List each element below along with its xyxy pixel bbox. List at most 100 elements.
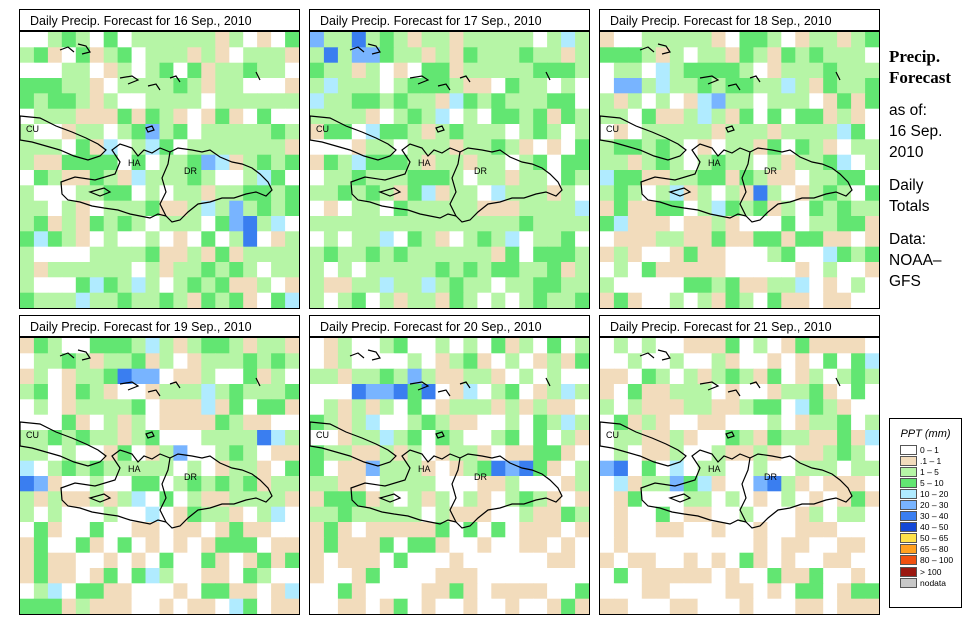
precip-cell bbox=[753, 262, 768, 278]
precip-cell bbox=[187, 338, 202, 354]
legend-item: 50 – 65 bbox=[900, 533, 961, 544]
precip-cell bbox=[271, 78, 286, 94]
legend-item: 65 – 80 bbox=[900, 544, 961, 555]
precip-cell bbox=[795, 445, 810, 462]
precip-cell bbox=[753, 445, 768, 462]
precip-cell bbox=[697, 491, 713, 508]
precip-cell bbox=[243, 62, 258, 79]
precip-cell bbox=[697, 154, 713, 171]
precip-cell bbox=[257, 139, 272, 156]
precip-cell bbox=[215, 200, 230, 217]
precip-cell bbox=[351, 476, 367, 492]
precip-cell bbox=[809, 522, 824, 538]
precip-cell bbox=[533, 414, 548, 431]
precip-cell bbox=[561, 460, 576, 477]
precip-cell bbox=[655, 216, 671, 232]
precip-cell bbox=[795, 78, 810, 94]
precip-cell bbox=[449, 506, 464, 523]
precip-cell bbox=[365, 47, 381, 64]
precip-cell bbox=[837, 598, 852, 614]
precip-cell bbox=[393, 139, 409, 156]
precip-cell bbox=[753, 124, 768, 140]
precip-cell bbox=[627, 368, 643, 385]
precip-cell bbox=[145, 124, 160, 140]
precip-cell bbox=[75, 108, 91, 125]
precip-cell bbox=[505, 430, 520, 446]
precip-cell bbox=[337, 32, 353, 48]
precip-cell bbox=[477, 414, 492, 431]
precip-cell bbox=[613, 399, 629, 416]
precip-cell bbox=[477, 445, 492, 462]
precip-cell bbox=[145, 368, 160, 385]
precip-cell bbox=[20, 32, 35, 48]
precip-cell bbox=[697, 460, 713, 477]
precip-cell bbox=[575, 552, 589, 569]
precip-cell bbox=[641, 231, 657, 248]
precip-cell bbox=[201, 47, 216, 64]
precip-cell bbox=[201, 93, 216, 110]
precip-cell bbox=[463, 353, 478, 370]
precip-cell bbox=[561, 246, 576, 263]
precip-cell bbox=[711, 583, 727, 600]
precip-cell bbox=[795, 491, 810, 508]
precip-cell bbox=[547, 460, 562, 477]
precip-cell bbox=[547, 353, 562, 370]
precip-cell bbox=[173, 216, 188, 232]
precip-cell bbox=[477, 460, 492, 477]
precip-cell bbox=[75, 262, 91, 278]
precip-cell bbox=[477, 476, 492, 492]
precip-cell bbox=[33, 124, 49, 140]
precip-cell bbox=[851, 537, 866, 554]
precip-cell bbox=[421, 231, 437, 248]
precip-cell bbox=[229, 246, 244, 263]
precip-cell bbox=[519, 292, 534, 308]
precip-cell bbox=[823, 445, 838, 462]
precip-cell bbox=[145, 552, 160, 569]
precip-cell bbox=[421, 62, 437, 79]
border-line bbox=[739, 457, 751, 523]
precip-cell bbox=[491, 583, 506, 600]
precip-cell bbox=[781, 368, 796, 385]
precip-cell bbox=[243, 552, 258, 569]
precip-cell bbox=[837, 262, 852, 278]
precip-cell bbox=[89, 583, 105, 600]
precip-cell bbox=[47, 292, 63, 308]
precip-cell bbox=[491, 262, 506, 278]
precip-cell bbox=[20, 552, 35, 569]
precip-cell bbox=[767, 170, 782, 186]
precip-cell bbox=[337, 430, 353, 446]
precip-cell bbox=[725, 277, 740, 294]
precip-cell bbox=[145, 445, 160, 462]
precip-cell bbox=[600, 353, 615, 370]
precip-cell bbox=[365, 185, 381, 202]
precip-cell bbox=[421, 216, 437, 232]
precip-cell bbox=[505, 185, 520, 202]
precip-cell bbox=[781, 108, 796, 125]
precip-cell bbox=[795, 522, 810, 538]
precip-cell bbox=[117, 522, 133, 538]
precip-cell bbox=[641, 108, 657, 125]
precip-cell bbox=[310, 445, 325, 462]
precip-cell bbox=[229, 522, 244, 538]
precip-cell bbox=[753, 476, 768, 492]
precip-cell bbox=[463, 139, 478, 156]
precip-cell bbox=[547, 200, 562, 217]
precip-cell bbox=[61, 353, 77, 370]
precip-cell bbox=[393, 62, 409, 79]
precip-cell bbox=[187, 476, 202, 492]
precip-cell bbox=[310, 216, 325, 232]
precip-cell bbox=[669, 216, 685, 232]
precip-cell bbox=[627, 598, 643, 614]
precip-cell bbox=[865, 78, 879, 94]
precip-cell bbox=[323, 47, 339, 64]
precip-cell bbox=[393, 522, 409, 538]
precip-cell bbox=[823, 78, 838, 94]
precip-cell bbox=[463, 583, 478, 600]
precip-cell bbox=[837, 292, 852, 308]
precip-cell bbox=[131, 460, 147, 477]
precip-cell bbox=[187, 32, 202, 48]
precip-cell bbox=[393, 583, 409, 600]
precip-cell bbox=[809, 476, 824, 492]
precip-cell bbox=[243, 78, 258, 94]
panel-title: Daily Precip. Forecast for 18 Sep., 2010 bbox=[599, 9, 880, 31]
